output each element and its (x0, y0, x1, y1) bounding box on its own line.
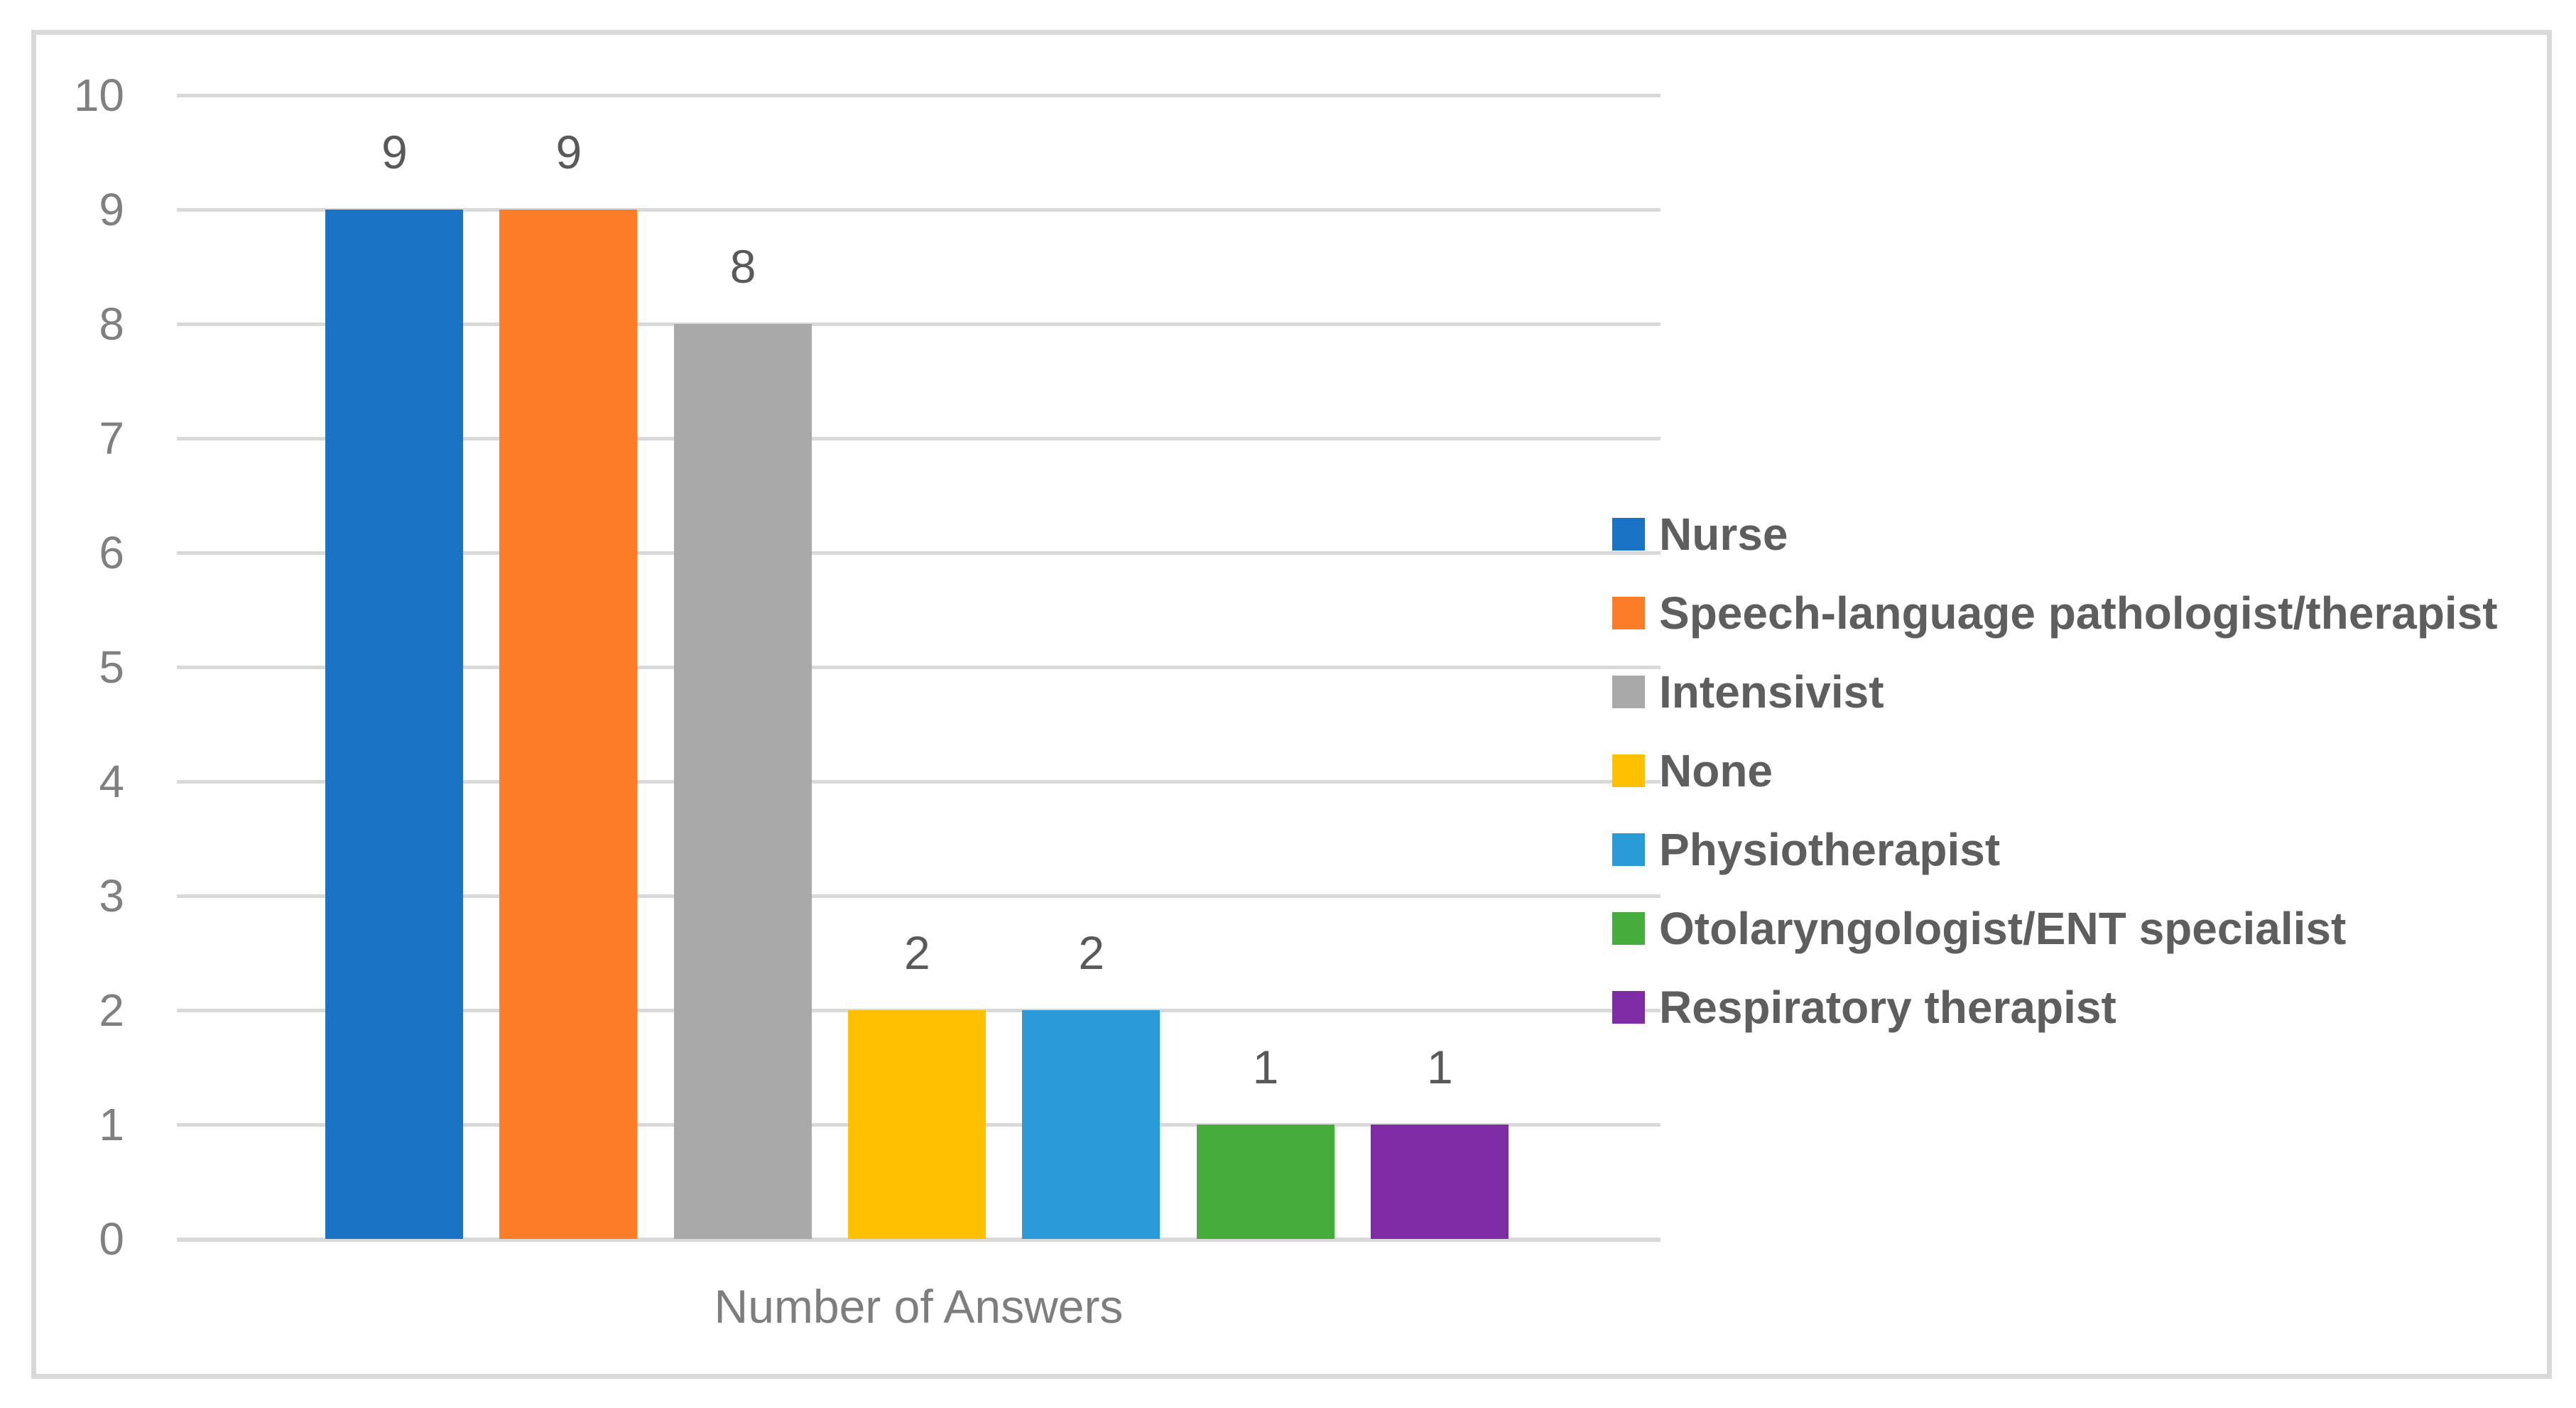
legend-swatch-icon (1612, 833, 1645, 866)
y-tick-label-1: 1 (99, 1099, 124, 1150)
legend-item-none: None (1612, 742, 1773, 799)
y-tick-label-2: 2 (99, 985, 124, 1036)
bar-value-label: 2 (904, 926, 930, 979)
bar-respiratory-therapist (1370, 1125, 1509, 1239)
legend-label: Physiotherapist (1659, 824, 2001, 875)
legend-label: Intensivist (1659, 666, 1884, 717)
bar-nurse (325, 210, 463, 1239)
bar-value-label: 1 (1252, 1041, 1279, 1093)
bar-value-label: 9 (555, 126, 582, 178)
legend-item-speech-language-pathologist-therapist: Speech-language pathologist/therapist (1612, 585, 2498, 641)
legend-label: Speech-language pathologist/therapist (1659, 587, 2498, 639)
gridline-y-7 (177, 437, 1661, 440)
gridline-y-10 (177, 94, 1661, 97)
legend-swatch-icon (1612, 676, 1645, 708)
gridline-y-4 (177, 780, 1661, 784)
legend-label: Nurse (1659, 509, 1788, 560)
y-tick-label-10: 10 (73, 70, 124, 121)
bar-otolaryngologist-ent-specialist (1196, 1125, 1335, 1239)
bar-value-label: 9 (381, 126, 408, 178)
bar-none (847, 1010, 986, 1239)
bar-physiotherapist (1022, 1010, 1161, 1239)
legend-item-otolaryngologist-ent-specialist: Otolaryngologist/ENT specialist (1612, 900, 2346, 957)
gridline-y-3 (177, 894, 1661, 898)
gridline-y-9 (177, 208, 1661, 212)
gridline-y-0 (177, 1238, 1661, 1242)
legend-swatch-icon (1612, 912, 1645, 945)
bar-value-label: 1 (1426, 1041, 1453, 1093)
legend-item-physiotherapist: Physiotherapist (1612, 821, 2000, 878)
legend-label: Respiratory therapist (1659, 982, 2116, 1033)
legend-swatch-icon (1612, 597, 1645, 629)
y-tick-label-5: 5 (99, 641, 124, 693)
legend-swatch-icon (1612, 518, 1645, 551)
legend-item-nurse: Nurse (1612, 506, 1788, 563)
legend-item-respiratory-therapist: Respiratory therapist (1612, 979, 2116, 1036)
bar-value-label: 8 (729, 240, 756, 293)
y-tick-label-7: 7 (99, 413, 124, 464)
legend-swatch-icon (1612, 754, 1645, 787)
bar-value-label: 2 (1078, 926, 1105, 979)
legend-item-intensivist: Intensivist (1612, 664, 1884, 720)
legend-swatch-icon (1612, 991, 1645, 1024)
y-tick-label-9: 9 (99, 184, 124, 235)
y-tick-label-0: 0 (99, 1213, 124, 1265)
legend-label: Otolaryngologist/ENT specialist (1659, 903, 2347, 954)
y-tick-label-8: 8 (99, 298, 124, 350)
legend-label: None (1659, 745, 1773, 796)
y-tick-label-4: 4 (99, 756, 124, 807)
x-axis-title: Number of Answers (714, 1280, 1124, 1333)
bar-speech-language-pathologist-therapist (499, 210, 638, 1239)
gridline-y-8 (177, 323, 1661, 326)
gridline-y-6 (177, 551, 1661, 555)
y-tick-label-6: 6 (99, 527, 124, 578)
y-tick-label-3: 3 (99, 870, 124, 921)
gridline-y-5 (177, 666, 1661, 669)
bar-intensivist (673, 324, 812, 1239)
chart-figure-frame: 0 1 2 3 4 5 6 7 8 9 10 9 9 8 2 2 1 1 Number of Answers N… (31, 30, 2552, 1379)
